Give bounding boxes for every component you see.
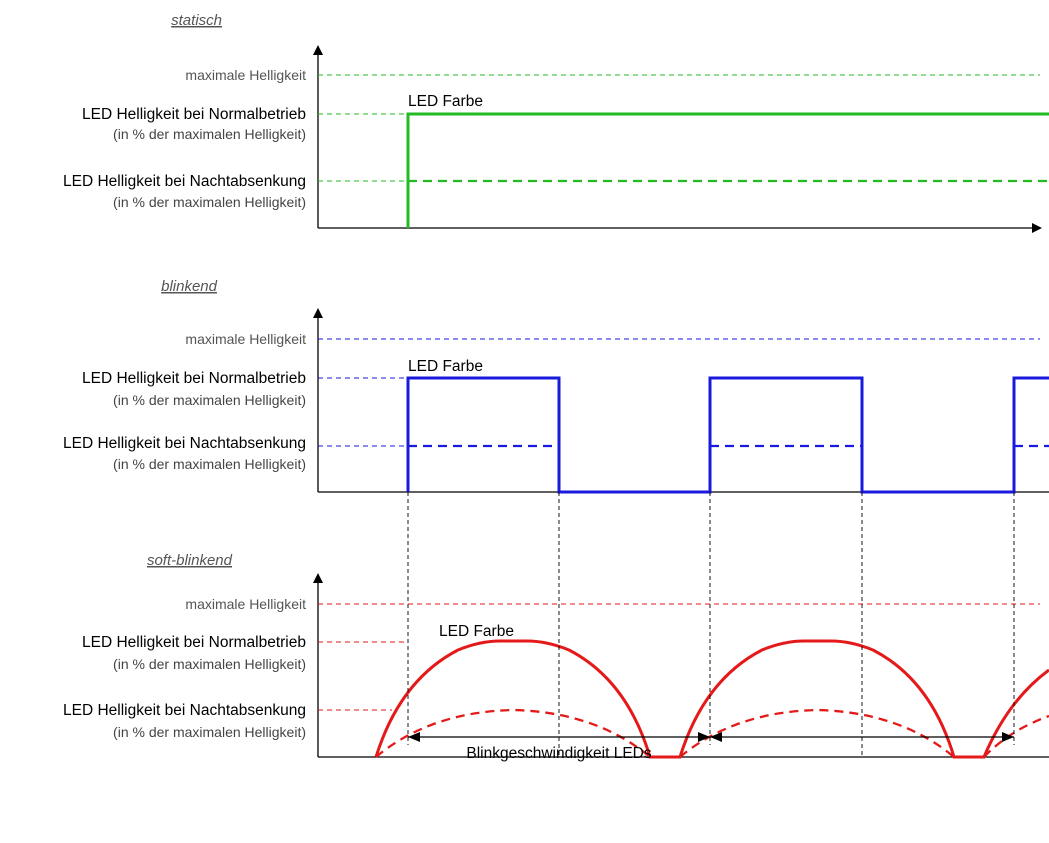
panel-soft-blinkend: soft-blinkend maximale Helligkeit LED He… xyxy=(63,552,1049,759)
normal-brightness-label: LED Helligkeit bei Normalbetrieb xyxy=(82,634,306,651)
normal-brightness-sublabel: (in % der maximalen Helligkeit) xyxy=(113,656,306,672)
max-brightness-label: maximale Helligkeit xyxy=(185,331,306,347)
led-color-label: LED Farbe xyxy=(408,358,483,375)
led-color-label: LED Farbe xyxy=(408,93,483,110)
blink-speed-label: Blinkgeschwindigkeit LEDs xyxy=(466,745,651,762)
max-brightness-label: maximale Helligkeit xyxy=(185,596,306,612)
timing-guides xyxy=(407,492,1015,757)
night-brightness-sublabel: (in % der maximalen Helligkeit) xyxy=(113,724,306,740)
night-brightness-label: LED Helligkeit bei Nachtabsenkung xyxy=(63,702,306,719)
normal-signal-line xyxy=(406,112,1049,228)
blink-speed-dimension: Blinkgeschwindigkeit LEDs xyxy=(408,732,1014,762)
panel-title-blinkend: blinkend xyxy=(161,278,218,295)
normal-signal-line xyxy=(374,639,1049,759)
normal-brightness-label: LED Helligkeit bei Normalbetrieb xyxy=(82,106,306,123)
panel-blinkend: blinkend maximale Helligkeit LED Helligk… xyxy=(63,278,1049,494)
normal-brightness-label: LED Helligkeit bei Normalbetrieb xyxy=(82,370,306,387)
night-brightness-sublabel: (in % der maximalen Helligkeit) xyxy=(113,456,306,472)
night-brightness-label: LED Helligkeit bei Nachtabsenkung xyxy=(63,173,306,190)
night-brightness-sublabel: (in % der maximalen Helligkeit) xyxy=(113,194,306,210)
panel-statisch: statisch maximale Helligkeit LED Helligk… xyxy=(63,12,1049,233)
panel-title-soft-blinkend: soft-blinkend xyxy=(147,552,233,569)
normal-brightness-sublabel: (in % der maximalen Helligkeit) xyxy=(113,126,306,142)
night-brightness-label: LED Helligkeit bei Nachtabsenkung xyxy=(63,435,306,452)
panel-title-statisch: statisch xyxy=(171,12,222,29)
normal-signal-line xyxy=(406,376,1049,494)
normal-brightness-sublabel: (in % der maximalen Helligkeit) xyxy=(113,392,306,408)
led-color-label: LED Farbe xyxy=(439,623,514,640)
max-brightness-label: maximale Helligkeit xyxy=(185,67,306,83)
